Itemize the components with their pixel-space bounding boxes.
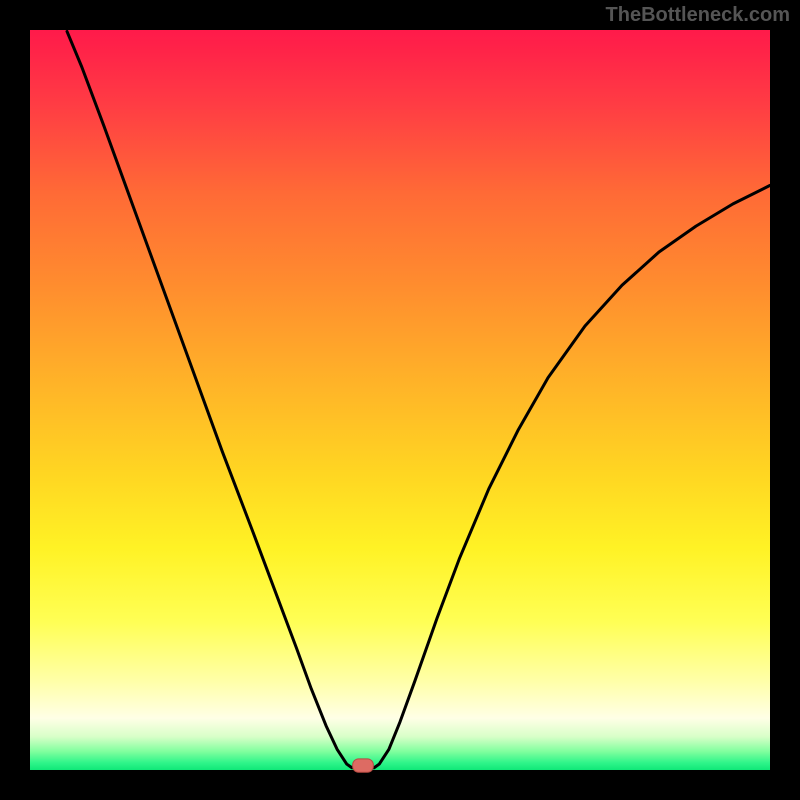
chart-container: TheBottleneck.com [0, 0, 800, 800]
optimal-point-marker [353, 759, 374, 772]
attribution-text: TheBottleneck.com [606, 4, 790, 27]
bottleneck-chart [0, 0, 800, 800]
plot-background [30, 30, 770, 770]
